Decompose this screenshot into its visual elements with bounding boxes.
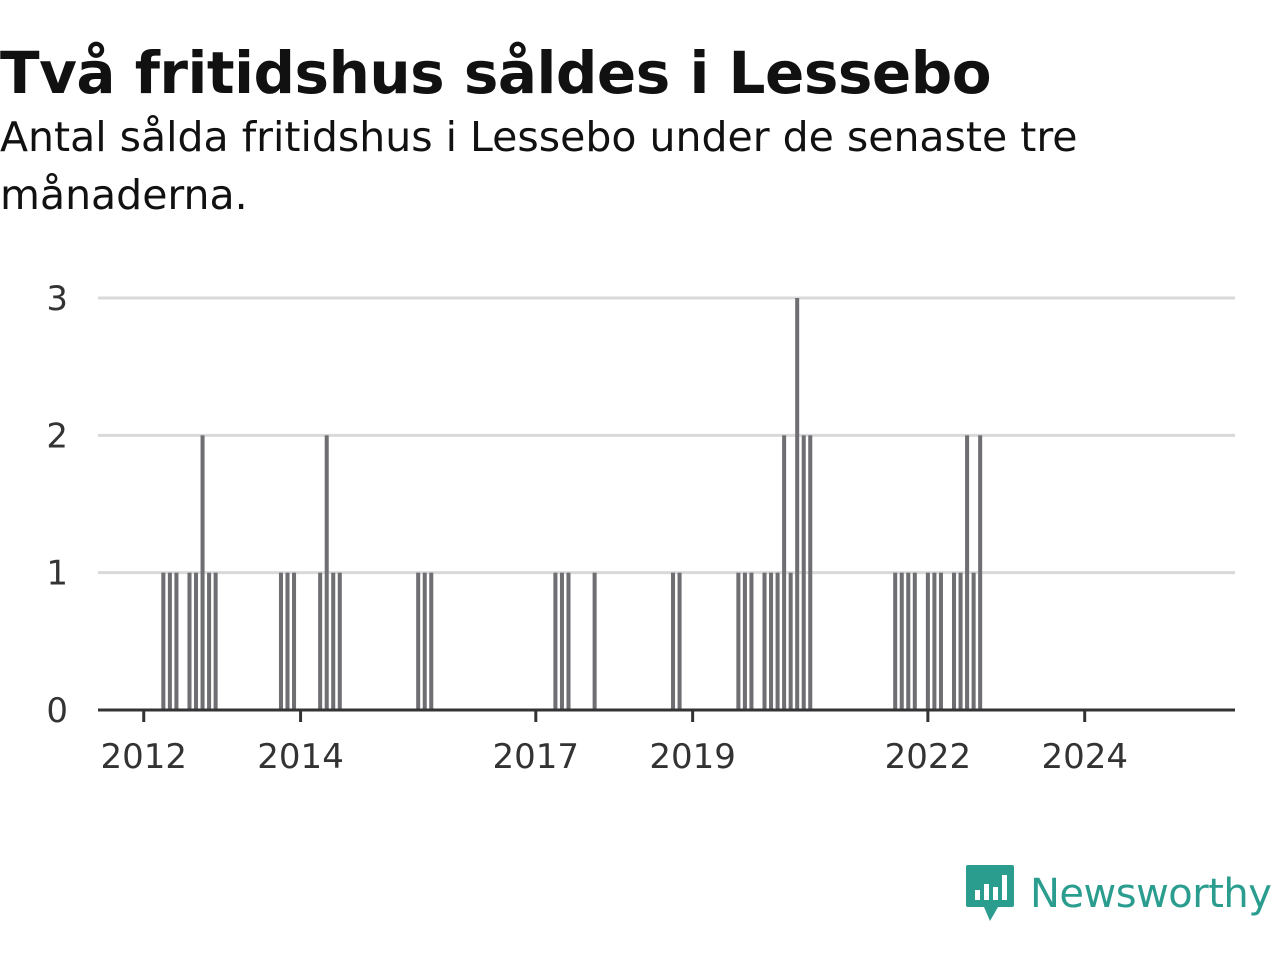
x-tick-label: 2022 xyxy=(885,737,972,777)
bar xyxy=(285,572,290,710)
newsworthy-chart-bubble-icon xyxy=(966,865,1014,921)
x-tick-label: 2012 xyxy=(100,737,187,777)
x-tick-label: 2014 xyxy=(257,737,344,777)
bar xyxy=(671,572,676,710)
x-tick-label: 2019 xyxy=(649,737,736,777)
y-tick-label: 1 xyxy=(46,554,68,594)
bar xyxy=(422,572,427,710)
newsworthy-wordmark: Newsworthy xyxy=(1030,871,1272,917)
bar xyxy=(677,572,682,710)
bar xyxy=(795,298,800,710)
bar xyxy=(566,572,571,710)
bar xyxy=(762,572,767,710)
x-tick-label: 2017 xyxy=(493,737,580,777)
bar xyxy=(736,572,741,710)
bar xyxy=(429,572,434,710)
bar xyxy=(801,435,806,710)
bar xyxy=(912,572,917,710)
bar xyxy=(318,572,323,710)
bar xyxy=(938,572,943,710)
bar xyxy=(559,572,564,710)
bar xyxy=(978,435,983,710)
bar xyxy=(958,572,963,710)
bar xyxy=(932,572,937,710)
y-tick-label: 2 xyxy=(46,416,68,456)
bar xyxy=(553,572,558,710)
bar xyxy=(278,572,283,710)
bar xyxy=(965,435,970,710)
bar xyxy=(782,435,787,710)
bar xyxy=(187,572,192,710)
bar xyxy=(775,572,780,710)
bar xyxy=(925,572,930,710)
bar xyxy=(893,572,898,710)
bar xyxy=(906,572,911,710)
bar xyxy=(292,572,297,710)
bar xyxy=(161,572,166,710)
bar xyxy=(788,572,793,710)
chart-subtitle: Antal sålda fritidshus i Lessebo under d… xyxy=(0,113,1078,219)
bar xyxy=(808,435,813,710)
bar xyxy=(769,572,774,710)
bar xyxy=(194,572,199,710)
bar xyxy=(952,572,957,710)
bar xyxy=(213,572,218,710)
bar xyxy=(337,572,342,710)
x-tick-label: 2024 xyxy=(1041,737,1128,777)
bar xyxy=(971,572,976,710)
bar xyxy=(167,572,172,710)
bar xyxy=(331,572,336,710)
newsworthy-logo: Newsworthy xyxy=(964,862,1272,926)
bar xyxy=(742,572,747,710)
bar xyxy=(174,572,179,710)
y-tick-label: 0 xyxy=(46,691,68,731)
bar xyxy=(592,572,597,710)
y-tick-label: 3 xyxy=(46,279,68,319)
bar xyxy=(899,572,904,710)
bar xyxy=(324,435,329,710)
bar xyxy=(200,435,205,710)
bar xyxy=(207,572,212,710)
bar xyxy=(749,572,754,710)
bar xyxy=(416,572,421,710)
chart-title: Två fritidshus såldes i Lessebo xyxy=(0,39,992,107)
